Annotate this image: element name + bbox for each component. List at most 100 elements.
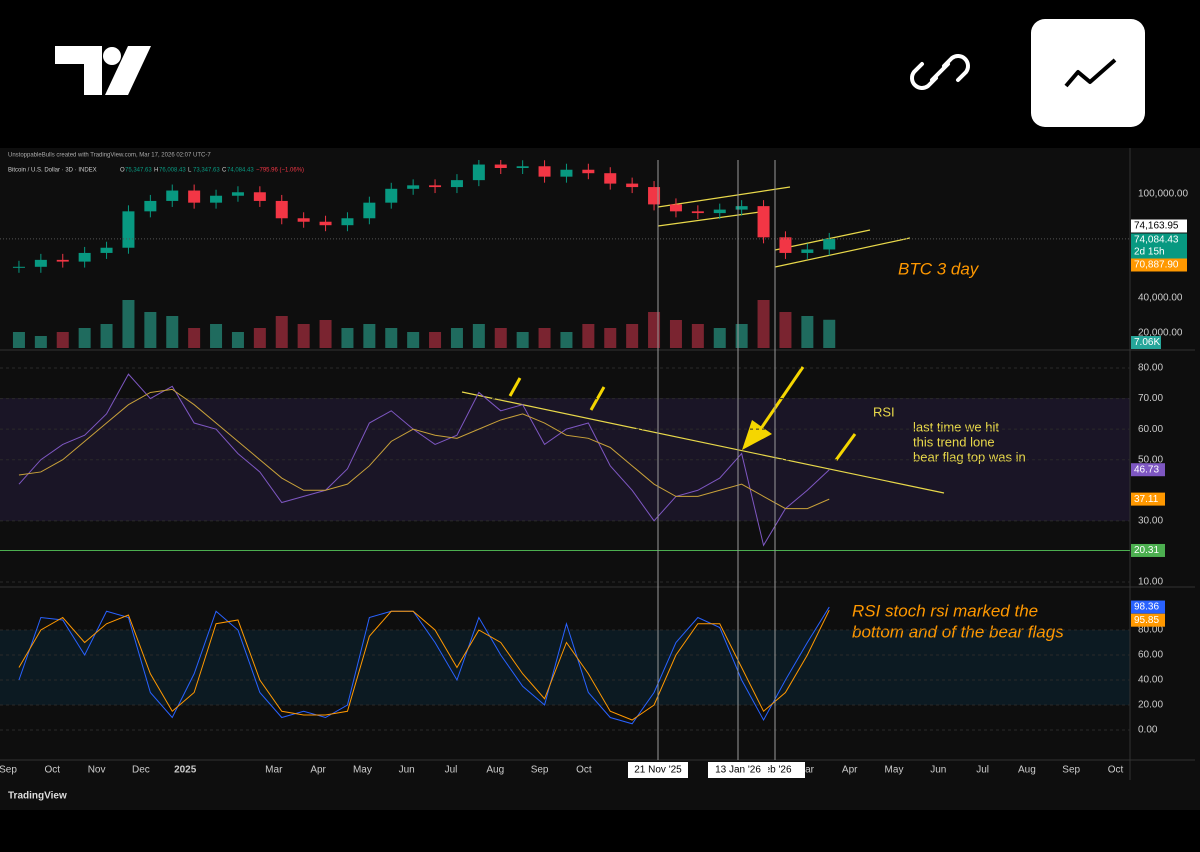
time-label: Oct <box>1108 765 1124 776</box>
candle <box>450 180 463 188</box>
value-label: 46.73 <box>1134 464 1159 475</box>
stoch-tick-label: 60.00 <box>1138 650 1163 661</box>
stoch-tick-label: 20.00 <box>1138 700 1163 711</box>
candle <box>407 185 420 189</box>
volume-bar <box>100 324 113 348</box>
marker-box <box>628 762 688 778</box>
change: −795.96 (−1.06%) <box>256 168 304 174</box>
volume-bar <box>494 328 507 348</box>
time-label: Nov <box>88 765 106 776</box>
volume-bar <box>801 316 814 348</box>
candle <box>429 185 442 188</box>
volume-bar <box>78 328 91 348</box>
volume-bar <box>648 312 661 348</box>
rsi-ma-line <box>18 388 830 510</box>
candle <box>122 211 135 248</box>
value-label: 95.85 <box>1134 615 1159 626</box>
annotation: RSI <box>873 404 895 419</box>
price-label-box <box>1131 258 1187 272</box>
chart-button-icon <box>1064 58 1117 88</box>
volume-bar <box>626 324 639 348</box>
ohlc-label: C <box>222 168 227 174</box>
time-label: Jun <box>399 765 415 776</box>
chart-button[interactable] <box>1031 19 1145 127</box>
time-label: Apr <box>842 765 858 776</box>
price-label-sub: 2d 15h <box>1134 247 1165 258</box>
rsi-tick-label: 70.00 <box>1138 393 1163 404</box>
rsi-tick-label: 60.00 <box>1138 424 1163 435</box>
marker-label: 21 Nov '25 <box>634 765 682 776</box>
candle <box>560 169 573 177</box>
volume-bar <box>669 320 682 348</box>
time-label: Aug <box>1018 765 1036 776</box>
value-label-box <box>1131 492 1165 506</box>
candle <box>319 221 332 226</box>
stoch-tick-label: 40.00 <box>1138 675 1163 686</box>
candle <box>253 192 266 201</box>
candle <box>472 164 485 181</box>
link-icon[interactable] <box>910 54 970 90</box>
time-label: Apr <box>310 765 326 776</box>
annotation: last time we hit <box>913 419 999 434</box>
volume-bar <box>56 332 69 348</box>
volume-bar <box>604 328 617 348</box>
ohlc-value: 76,008.43 <box>159 168 186 174</box>
candle <box>188 190 201 203</box>
logo <box>55 46 151 95</box>
volume-bar <box>582 324 595 348</box>
marker-box <box>708 762 768 778</box>
candle <box>516 166 529 168</box>
annotation: RSI stoch rsi marked the <box>852 601 1038 620</box>
volume-bar <box>691 324 704 348</box>
price-label-box <box>1131 219 1187 233</box>
volume-bar <box>210 324 223 348</box>
volume-bar <box>144 312 157 348</box>
price-label: 74,084.43 <box>1134 235 1179 246</box>
time-label: May <box>353 765 372 776</box>
time-label: Mar <box>265 765 283 776</box>
candle <box>823 238 836 250</box>
volume-bar <box>341 328 354 348</box>
volume-bar <box>735 324 748 348</box>
value-label-box <box>1131 543 1165 557</box>
volume-label-box <box>1131 336 1161 349</box>
time-label: Mar <box>797 765 815 776</box>
volume-bar <box>757 300 770 348</box>
candle <box>494 164 507 168</box>
rsi-tick-label: 50.00 <box>1138 454 1163 465</box>
candle <box>669 204 682 212</box>
marker-label: 13 Jan '26 <box>715 765 761 776</box>
candle <box>779 237 792 253</box>
value-label: 20.31 <box>1134 545 1159 556</box>
stoch-k-line <box>18 606 830 725</box>
value-label-box <box>1131 613 1165 627</box>
candle <box>166 190 179 201</box>
volume-bar <box>231 332 244 348</box>
stoch-tick-label: 80.00 <box>1138 625 1163 636</box>
stoch-tick-label: 0.00 <box>1138 725 1158 736</box>
time-label: Sep <box>0 765 17 776</box>
candle <box>363 202 376 219</box>
rsi-tick-label: 80.00 <box>1138 363 1163 374</box>
value-label: 98.36 <box>1134 602 1159 613</box>
ohlc-value: 74,084.43 <box>227 168 254 174</box>
candle <box>34 259 47 267</box>
volume-bar <box>319 320 332 348</box>
annotation: bottom and of the bear flags <box>852 622 1064 641</box>
candle <box>12 266 25 268</box>
ohlc-value: 73,347.63 <box>193 168 220 174</box>
annotation: BTC 3 day <box>898 259 980 278</box>
price-label: 74,163.95 <box>1134 221 1179 232</box>
candle <box>648 187 661 205</box>
time-label: Jul <box>976 765 989 776</box>
time-label: Sep <box>531 765 549 776</box>
volume-label: 7.06K <box>1134 337 1160 348</box>
time-label: Jun <box>930 765 946 776</box>
ohlc-label: H <box>154 168 158 174</box>
volume-bar <box>363 324 376 348</box>
candle <box>757 206 770 238</box>
ohlc-label: O <box>120 168 125 174</box>
price-label-box <box>1131 233 1187 260</box>
volume-bar <box>429 332 442 348</box>
